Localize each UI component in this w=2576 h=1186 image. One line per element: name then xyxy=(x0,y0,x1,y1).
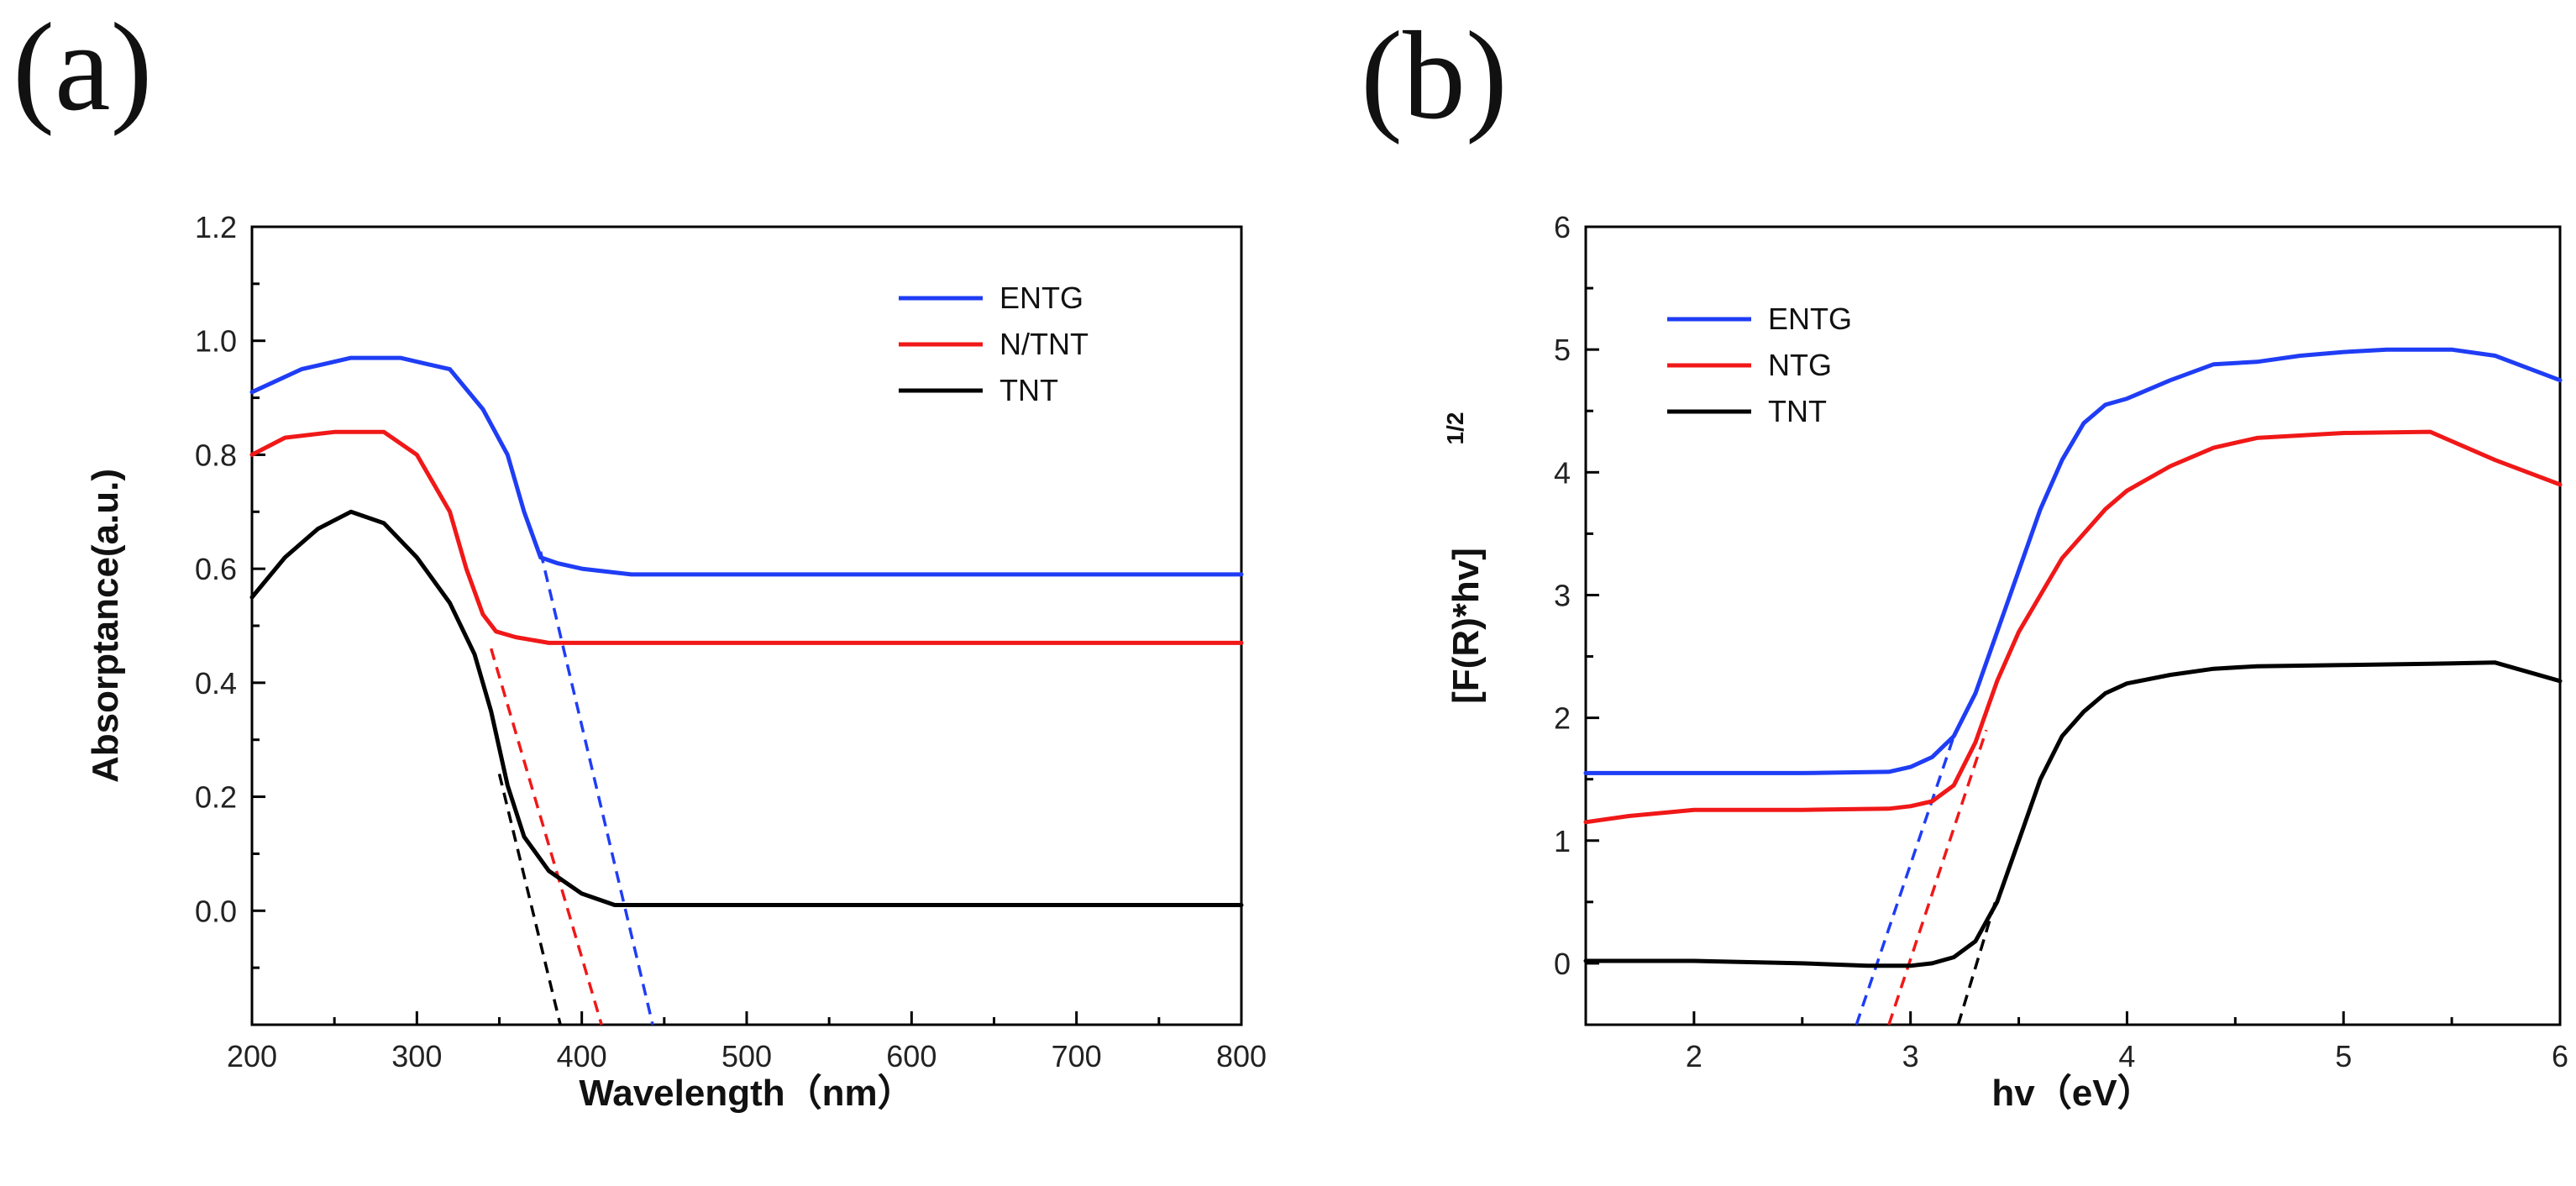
panel-b-y-tick-label-6: 6 xyxy=(1554,210,1571,244)
panel-b-plot-frame xyxy=(1584,225,2562,1026)
panel-a-y-tick-label-0-8: 0.8 xyxy=(195,438,237,472)
panel-a-x-tick-label-400: 400 xyxy=(557,1039,607,1073)
legend-b-label-ntg: NTG xyxy=(1768,348,1832,382)
panel-b-series-tnt xyxy=(1583,660,2563,968)
panel-a-chart: (a) 200 300 400 500 600 700 800 0.0 0.2 0.4 0.6 0.8… xyxy=(13,0,1267,1114)
panel-a-series-tnt xyxy=(249,509,1244,907)
panel-b-tangent-entg xyxy=(1855,735,1955,1026)
panel-a-x-tick-label-600: 600 xyxy=(886,1039,936,1073)
panel-a-y-tick-label-0-4: 0.4 xyxy=(195,666,237,701)
legend-b-label-entg: ENTG xyxy=(1768,302,1852,336)
panel-a-tangent-n-tnt xyxy=(490,648,603,1026)
panel-a-tangent-entg xyxy=(538,551,654,1026)
panel-b-y-axis-label: [F(R)*hv] xyxy=(1445,548,1487,704)
panel-a-x-tick-label-700: 700 xyxy=(1052,1039,1102,1073)
panel-a-x-tick-label-500: 500 xyxy=(721,1039,772,1073)
legend-b-label-tnt: TNT xyxy=(1768,394,1827,428)
panel-b-legend: ENTG NTG TNT xyxy=(1667,302,1852,428)
panel-a-y-tick-label-0-0: 0.0 xyxy=(195,894,237,928)
panel-b-x-tick-label-4: 4 xyxy=(2118,1039,2135,1073)
panel-a-series-entg xyxy=(249,355,1244,577)
panel-b-series-entg xyxy=(1583,347,2563,775)
panel-b-series xyxy=(1583,347,2563,968)
panel-b-ticks: 2 3 4 5 6 0 1 2 3 4 5 6 xyxy=(1554,210,2568,1073)
panel-a-tangent-tnt xyxy=(497,774,562,1026)
panel-a-y-tick-label-0-6: 0.6 xyxy=(195,552,237,586)
panel-a-ticks: 200 300 400 500 600 700 800 0.0 0.2 0.4 0.6 0.8 1.0 1… xyxy=(195,210,1267,1073)
panel-b-y-tick-label-2: 2 xyxy=(1554,701,1571,736)
panel-a-label: (a) xyxy=(13,0,152,137)
panel-b-label: (b) xyxy=(1361,6,1508,145)
panel-a-y-tick-label-1-0: 1.0 xyxy=(195,324,237,359)
panel-a-y-axis-label: Absorptance(a.u.) xyxy=(85,469,126,783)
panel-b-y-tick-label-0: 0 xyxy=(1554,947,1571,981)
panel-b-x-tick-label-5: 5 xyxy=(2335,1039,2352,1073)
legend-a-label-entg: ENTG xyxy=(999,281,1083,315)
panel-b-tangent-tnt xyxy=(1956,895,1999,1026)
panel-b-chart: (b) 2 3 4 5 6 0 1 2 3 4 5 6 hv（eV） [F(R)*hv] 1/2 EN… xyxy=(1361,6,2568,1114)
panel-b-y-axis-label-superscript: 1/2 xyxy=(1442,412,1468,445)
panel-b-tangent-ntg xyxy=(1887,729,1988,1026)
panel-a-series xyxy=(249,355,1244,907)
panel-b-y-tick-label-1: 1 xyxy=(1554,824,1571,858)
panel-b-x-axis-label: hv（eV） xyxy=(1991,1073,2154,1114)
panel-b-tangent-lines xyxy=(1855,729,1999,1026)
panel-a-x-tick-label-300: 300 xyxy=(391,1039,442,1073)
panel-a-legend: ENTG N/TNT TNT xyxy=(899,281,1089,407)
panel-a-y-tick-label-0-2: 0.2 xyxy=(195,780,237,815)
panel-a-x-tick-label-800: 800 xyxy=(1216,1039,1267,1073)
panel-b-x-tick-label-6: 6 xyxy=(2552,1039,2568,1073)
panel-a-y-tick-label-1-2: 1.2 xyxy=(195,210,237,244)
panel-b-x-tick-label-2: 2 xyxy=(1686,1039,1702,1073)
panel-a-x-tick-label-200: 200 xyxy=(227,1039,277,1073)
legend-a-label-tnt: TNT xyxy=(999,373,1058,407)
panel-b-y-tick-label-3: 3 xyxy=(1554,578,1571,612)
panel-a-x-axis-label: Wavelength（nm） xyxy=(579,1073,914,1114)
panel-b-series-ntg xyxy=(1583,429,2563,825)
panel-a-series-n-tnt xyxy=(249,429,1244,645)
panel-b-x-tick-label-3: 3 xyxy=(1902,1039,1919,1073)
panel-b-y-tick-label-4: 4 xyxy=(1554,455,1571,490)
panel-a-tangent-lines xyxy=(490,551,654,1026)
legend-a-label-ntnt: N/TNT xyxy=(999,327,1089,361)
panel-b-y-tick-label-5: 5 xyxy=(1554,333,1571,367)
